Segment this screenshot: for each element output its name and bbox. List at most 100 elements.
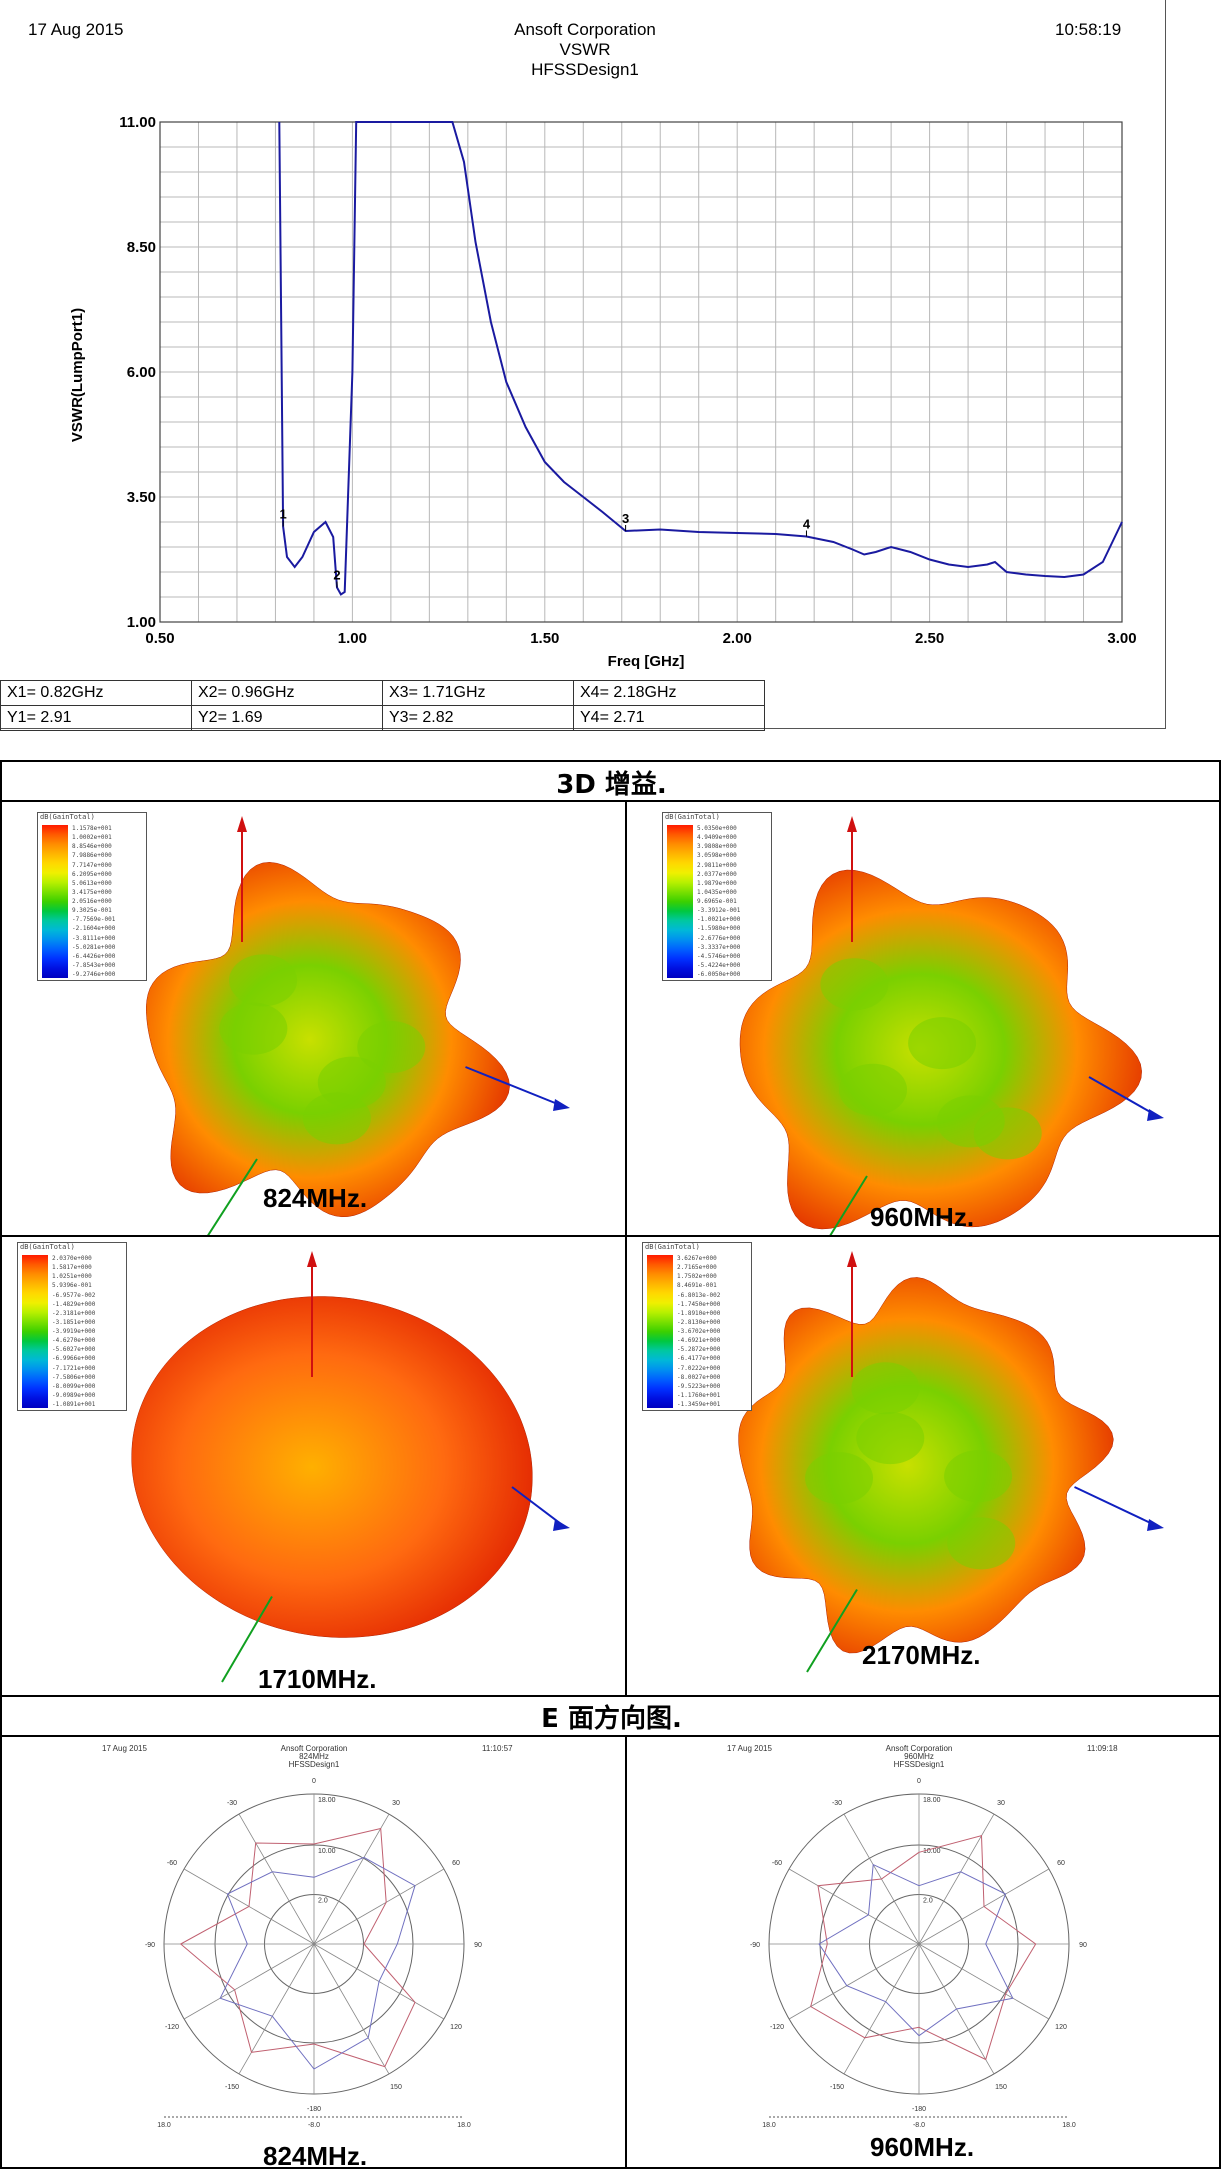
gain-legend-title: dB(GainTotal) — [20, 1243, 75, 1251]
svg-text:1: 1 — [280, 507, 287, 522]
gain-legend-value: -5.2872e+000 — [677, 1346, 721, 1354]
gain-3d-label-960: 960MHz. — [870, 1202, 975, 1232]
gain-legend-value: 8.4691e-001 — [677, 1282, 717, 1290]
gain-legend-value: -7.0222e+000 — [677, 1364, 721, 1372]
marker-x3: X3= 1.71GHz — [382, 680, 574, 706]
gain-legend-value: 1.0002e+001 — [72, 834, 112, 842]
gain-legend-value: -6.4177e+000 — [677, 1355, 721, 1363]
polar-series-line — [810, 1835, 1037, 2061]
gain-3d-panel-960: dB(GainTotal) 5.0350e+000 4.9409e+000 3.980… — [627, 802, 1219, 1258]
x-tick-label: 1.50 — [530, 630, 559, 647]
gain-legend-value: -3.8111e+000 — [72, 934, 116, 942]
gain-3d-plot — [738, 1251, 1164, 1673]
svg-text:2: 2 — [333, 568, 340, 583]
polar-series-line — [818, 1863, 1014, 2037]
gain-3d-panel-2170: dB(GainTotal) 3.6267e+000 2.7165e+000 1.750… — [627, 1237, 1219, 1695]
gain-legend-value: -7.5806e+000 — [52, 1373, 96, 1381]
polar-angle-label: 30 — [392, 1800, 400, 1807]
plot-frame — [159, 121, 1123, 623]
marker-x1: X1= 0.82GHz — [0, 680, 192, 706]
gain-legend-value: 1.0251e+000 — [52, 1273, 92, 1281]
polar-ring-label: 18.00 — [318, 1797, 336, 1804]
polar-ring-label: 18.00 — [923, 1797, 941, 1804]
polar-plot: 17 Aug 2015 Ansoft Corporation824MHzHFSSD… — [102, 1744, 513, 2129]
gain-legend-value: 7.9886e+000 — [72, 852, 112, 860]
axis-triad — [221, 1251, 570, 1683]
gain-legend-value: 5.0613e+000 — [72, 879, 112, 887]
gain-legend-title: dB(GainTotal) — [665, 813, 720, 821]
gain-legend-value: -3.3337e+000 — [697, 943, 741, 951]
e-plane-label-960: 960MHz. — [870, 2132, 975, 2162]
marker-1: 1 — [280, 507, 287, 527]
gain-legend-value: 2.9811e+000 — [697, 861, 737, 869]
gain-3d-panel-824: dB(GainTotal) 1.1578e+001 1.0002e+001 8.854… — [2, 802, 625, 1238]
gain-legend-value: 1.7502e+000 — [677, 1273, 717, 1281]
polar-header-text: 17 Aug 2015 — [727, 1744, 772, 1753]
vswr-chart: 0.50 1.00 1.50 2.00 2.50 3.001.003.506.008.50… — [69, 114, 1137, 670]
y-tick-label: 1.00 — [127, 614, 156, 631]
section-e-title: E 面方向图. — [541, 1704, 682, 1734]
gain-legend-value: 1.5817e+000 — [52, 1264, 92, 1272]
gain-legend-value: -4.6270e+000 — [52, 1337, 96, 1345]
vswr-title-block: Ansoft Corporation VSWR HFSSDesign1 — [420, 20, 750, 80]
gain-3d-plot — [739, 816, 1164, 1258]
y-tick-label: 6.00 — [127, 364, 156, 381]
polar-angle-label: -180 — [307, 2106, 321, 2113]
gain-legend-value: -9.0989e+000 — [52, 1391, 96, 1399]
marker-y1: Y1= 2.91 — [0, 705, 192, 731]
x-tick-label: 1.00 — [338, 630, 367, 647]
gain-legend-value: 1.1578e+001 — [72, 825, 112, 832]
polar-angle-label: -150 — [830, 2084, 844, 2091]
section-frame — [0, 760, 1221, 2169]
axis-triad — [206, 816, 570, 1238]
polar-angle-label: 90 — [474, 1942, 482, 1949]
polar-angle-label: 120 — [1055, 2024, 1067, 2031]
gain-3d-plot — [146, 816, 570, 1238]
polar-angle-label: 60 — [452, 1860, 460, 1867]
gain-legend-value: -6.8013e-002 — [677, 1291, 721, 1299]
divider — [625, 800, 627, 1695]
polar-angle-label: -120 — [770, 2024, 784, 2031]
gain-legend-value: 9.3025e-001 — [72, 907, 112, 915]
gain-legend-value: -1.1760e+001 — [677, 1391, 721, 1399]
polar-scale-label: -8.0 — [913, 2122, 925, 2129]
gain-legend-value: -2.6776e+000 — [697, 934, 741, 942]
marker-y3: Y3= 2.82 — [382, 705, 574, 731]
marker-y4: Y4= 2.71 — [573, 705, 765, 731]
polar-ring-label: 2.0 — [318, 1898, 328, 1905]
gain-legend-value: -1.7450e+000 — [677, 1300, 721, 1308]
gain-legend-value: -1.3459e+001 — [677, 1401, 721, 1408]
y-tick-label: 8.50 — [127, 239, 156, 256]
gain-legend-value: -5.0281e+000 — [72, 943, 116, 951]
x-tick-label: 2.00 — [723, 630, 752, 647]
polar-angle-label: 60 — [1057, 1860, 1065, 1867]
gain-3d-panel-1710: dB(GainTotal) 2.0370e+000 1.5817e+000 1.025… — [2, 1237, 625, 1695]
gain-legend-value: -1.5980e+000 — [697, 925, 741, 933]
polar-scale-label: -8.0 — [308, 2122, 320, 2129]
gain-3d-plot — [131, 1251, 570, 1683]
gain-legend: dB(GainTotal) 3.6267e+000 2.7165e+000 1.750… — [642, 1242, 752, 1411]
vswr-company: Ansoft Corporation — [514, 20, 656, 39]
divider — [625, 1735, 627, 2169]
polar-ring-label: 2.0 — [923, 1898, 933, 1905]
vswr-series-line — [278, 121, 1123, 596]
marker-y2: Y2= 1.69 — [191, 705, 383, 731]
y-tick-label: 11.00 — [119, 114, 156, 131]
y-tick-label: 3.50 — [127, 489, 156, 506]
polar-angle-label: -150 — [225, 2084, 239, 2091]
gain-legend-value: -5.6027e+000 — [52, 1346, 96, 1354]
polar-angle-label: -60 — [167, 1860, 177, 1867]
vswr-time: 10:58:19 — [1055, 20, 1122, 39]
svg-text:3: 3 — [622, 511, 629, 526]
polar-angle-label: -120 — [165, 2024, 179, 2031]
gain-legend-value: -3.1851e+000 — [52, 1318, 96, 1326]
gain-legend-value: -1.8910e+000 — [677, 1309, 721, 1317]
polar-header-text: 960MHz — [904, 1752, 934, 1761]
gain-colorbar — [647, 1255, 673, 1408]
gain-legend-value: 2.0516e+000 — [72, 898, 112, 905]
e-plane-panel-824: 17 Aug 2015 Ansoft Corporation 824MHz HFSSD… — [2, 1737, 625, 2169]
gain-legend-value: -2.1604e+000 — [72, 925, 116, 933]
divider — [0, 1735, 1221, 1737]
gain-legend-value: 2.7165e+000 — [677, 1264, 717, 1272]
gain-legend-value: -6.0050e+000 — [697, 971, 741, 978]
